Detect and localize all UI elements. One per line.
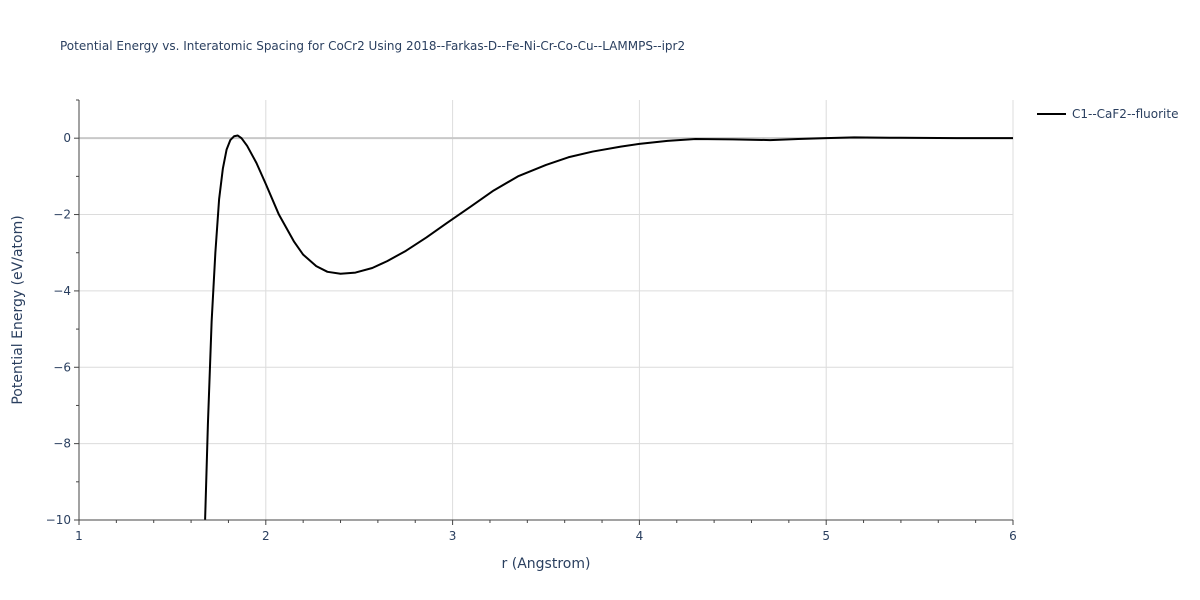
x-tick-label: 5 <box>822 529 830 543</box>
y-tick-label: −8 <box>53 437 71 451</box>
plot-area <box>204 134 1013 521</box>
y-tick-label: −2 <box>53 208 71 222</box>
series-line-0 <box>204 134 1013 521</box>
x-tick-label: 4 <box>636 529 644 543</box>
grid <box>79 100 1014 520</box>
x-tick-label: 3 <box>449 529 457 543</box>
x-axis-title: r (Angstrom) <box>502 556 591 572</box>
y-tick-label: −10 <box>46 513 71 527</box>
x-tick-label: 6 <box>1009 529 1017 543</box>
legend-item-label: C1--CaF2--fluorite <box>1072 107 1178 121</box>
y-axis-title: Potential Energy (eV/atom) <box>10 215 26 404</box>
y-tick-label: 0 <box>63 131 71 145</box>
tick-labels: 1 2 3 4 5 6 0 −2 −4 −6 −8 −10 <box>46 99 1017 543</box>
legend[interactable]: C1--CaF2--fluorite <box>1037 107 1178 121</box>
axes <box>78 100 1013 521</box>
y-tick-label: −4 <box>53 284 71 298</box>
x-tick-label: 2 <box>262 529 270 543</box>
chart-title: Potential Energy vs. Interatomic Spacing… <box>60 39 685 53</box>
x-tick-label: 1 <box>75 529 83 543</box>
y-tick-label: −6 <box>53 360 71 374</box>
